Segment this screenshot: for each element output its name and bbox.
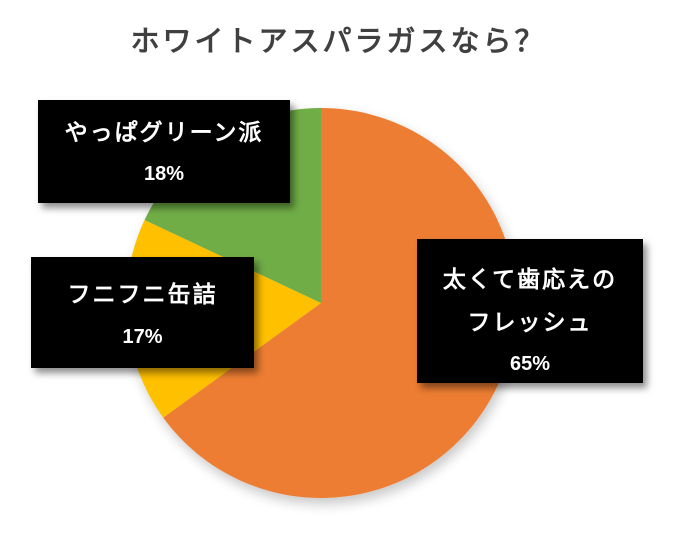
pie-slice [163, 108, 516, 498]
label-percent: 65% [509, 353, 551, 375]
label-percent: 17% [122, 326, 163, 348]
data-label-yellow: フニフニ缶詰 17% [31, 257, 254, 368]
label-name: やっぱグリーン派 [64, 120, 264, 146]
label-name: フニフニ缶詰 [67, 282, 218, 308]
data-label-green: やっぱグリーン派 18% [38, 100, 290, 203]
data-label-orange: 太くて歯応えの フレッシュ 65% [417, 239, 643, 383]
label-percent: 18% [143, 163, 185, 185]
chart-title: ホワイトアスパラガスなら？ [130, 24, 547, 58]
label-name-line1: 太くて歯応えの [442, 267, 618, 293]
label-name-line2: フレッシュ [467, 310, 593, 336]
